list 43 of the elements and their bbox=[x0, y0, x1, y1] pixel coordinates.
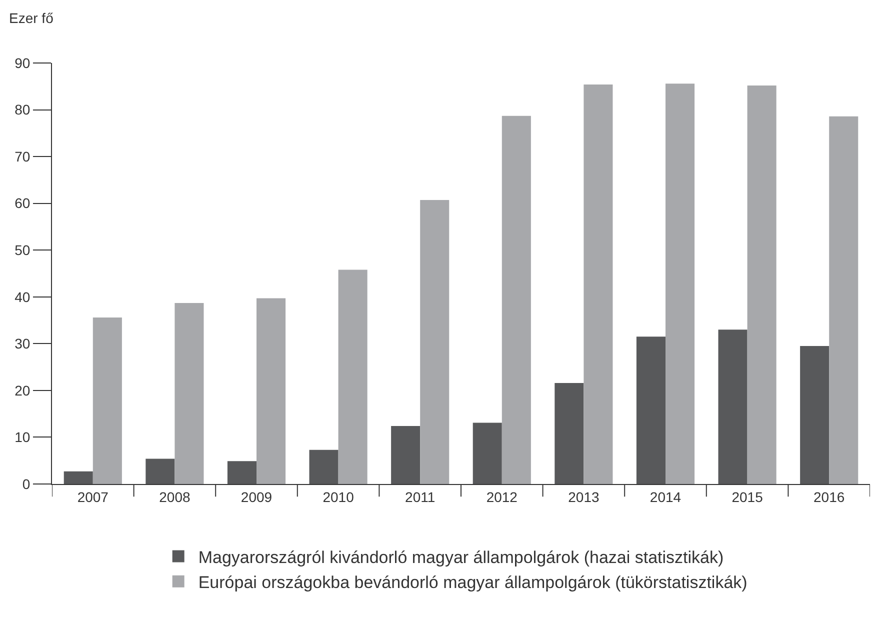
bar bbox=[391, 426, 420, 484]
bar bbox=[502, 116, 531, 484]
x-tick-label: 2015 bbox=[732, 488, 764, 505]
bar bbox=[636, 336, 666, 484]
bar bbox=[584, 84, 613, 484]
bar bbox=[800, 346, 830, 484]
bar bbox=[309, 450, 338, 484]
legend-label: Magyarországról kivándorló magyar állampolgárok (hazai statisztikák) bbox=[198, 548, 724, 567]
bar bbox=[92, 317, 122, 484]
bar bbox=[227, 461, 256, 484]
x-tick-label: 2011 bbox=[405, 488, 436, 505]
legend-label: Európai országokba bevándorló magyar állampolgárok (tükörstatisztikák) bbox=[198, 573, 748, 592]
bar bbox=[174, 302, 204, 484]
bar bbox=[747, 85, 776, 484]
x-tick-label: 2012 bbox=[486, 488, 518, 505]
bar bbox=[146, 458, 175, 484]
y-tick-label: 10 bbox=[14, 429, 30, 446]
bar bbox=[554, 382, 584, 484]
y-tick-label: 90 bbox=[14, 54, 30, 71]
y-tick-label: 70 bbox=[14, 148, 30, 164]
x-tick-label: 2007 bbox=[77, 488, 109, 505]
bar bbox=[338, 270, 368, 484]
y-tick-label: 30 bbox=[14, 336, 30, 352]
y-tick-label: 40 bbox=[14, 288, 30, 305]
y-tick-label: 50 bbox=[14, 242, 30, 258]
x-tick-label: 2014 bbox=[650, 488, 682, 505]
y-axis-title: Ezer fő bbox=[9, 10, 54, 26]
bar bbox=[829, 116, 858, 484]
bar bbox=[64, 471, 93, 484]
x-tick-label: 2016 bbox=[814, 488, 845, 505]
x-tick-label: 2010 bbox=[322, 488, 354, 505]
y-tick-label: 0 bbox=[22, 476, 30, 492]
x-tick-label: 2013 bbox=[568, 488, 600, 505]
x-tick-label: 2009 bbox=[240, 488, 272, 505]
y-tick-label: 20 bbox=[14, 382, 30, 398]
y-tick-label: 80 bbox=[14, 102, 30, 118]
bar bbox=[472, 422, 502, 484]
bar bbox=[666, 84, 695, 484]
y-tick-label: 60 bbox=[14, 195, 30, 212]
bar bbox=[420, 200, 450, 484]
x-tick-label: 2008 bbox=[159, 488, 190, 505]
bar bbox=[256, 298, 286, 484]
bar bbox=[718, 330, 748, 484]
